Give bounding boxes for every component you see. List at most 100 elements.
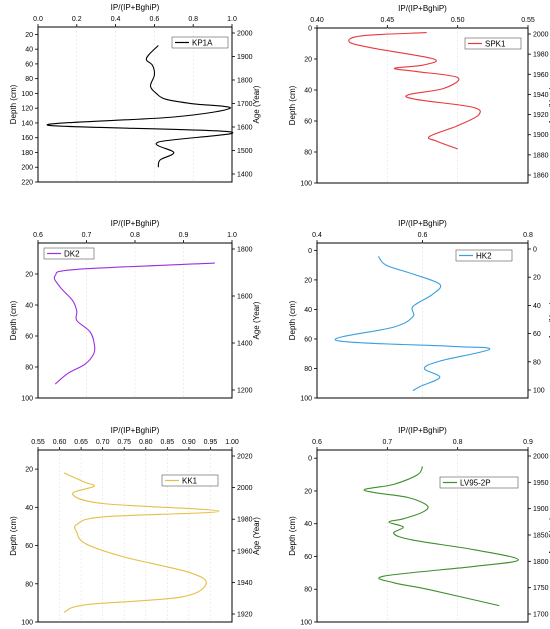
x-axis-title: IP/(IP+BghiP) [398,426,447,435]
age-tick-label: 2000 [533,32,549,39]
y-tick-label: 60 [25,543,33,550]
x-axis-title: IP/(IP+BghiP) [111,219,160,228]
x-axis-title: IP/(IP+BghiP) [398,219,447,228]
legend-box [161,474,219,487]
series-line [363,466,519,607]
age-tick-label: 1880 [533,152,549,159]
plot-frame [37,449,233,623]
age-tick-label: 2000 [237,31,253,38]
x-tick-label: 0.55 [521,17,535,24]
age-tick-label: 1400 [237,341,253,348]
age-tick-label: 1940 [237,580,253,587]
age-tick-label: 2000 [237,485,253,492]
age-axis-title: Age (Year) [548,301,550,339]
age-tick-label: 1600 [237,294,253,301]
x-tick-label: 0.80 [139,439,153,446]
age-axis-title: Age (Year) [548,86,550,124]
panel-spk1: 0.40 0.45 0.50 0.55 IP/(IP+BghiP) 0 20 40 60 80 10… [288,4,550,188]
age-tick-label: 1900 [237,54,253,61]
x-tick-label: 0.60 [53,439,67,446]
y-tick-label: 80 [304,366,312,373]
age-tick-label: 1860 [533,173,549,180]
x-tick-label: 0.4 [111,16,121,23]
x-tick-label: 0.8 [453,439,463,446]
age-axis-title: Age (Year) [252,301,261,339]
x-tick-label: 0.6 [150,16,160,23]
x-tick-label: 0.7 [82,232,92,239]
age-tick-label: 20 [533,275,541,282]
x-tick-label: 1.00 [225,439,239,446]
plot-frame [37,26,233,183]
x-tick-label: 0.8 [188,16,198,23]
age-tick-label: 80 [533,359,541,366]
x-tick-label: 0.45 [381,17,395,24]
x-tick-label: 0.90 [182,439,196,446]
age-tick-label: 1900 [533,132,549,139]
y-tick-label: 0 [308,248,312,255]
age-tick-label: 1920 [237,612,253,619]
series-line [46,45,234,168]
age-tick-label: 1800 [533,559,549,566]
y-tick-label: 100 [300,396,312,403]
y-tick-label: 80 [25,76,33,83]
y-tick-label: 160 [21,135,33,142]
age-tick-label: 1500 [237,148,253,155]
y-tick-label: 40 [25,303,33,310]
x-tick-label: 0.8 [130,232,140,239]
legend-box [43,247,95,260]
y-tick-label: 0 [308,456,312,463]
x-tick-label: 0.2 [72,16,82,23]
legend-label: KP1A [192,39,213,48]
y-tick-label: 80 [304,587,312,594]
x-tick-label: 0.6 [312,439,322,446]
y-tick-label: 40 [25,47,33,54]
x-tick-label: 0.40 [310,17,324,24]
y-tick-label: 200 [21,165,33,172]
x-tick-label: 0.95 [204,439,218,446]
age-tick-label: 100 [533,388,545,395]
x-tick-label: 0.6 [418,232,428,239]
legend-box [464,37,522,50]
age-tick-label: 2020 [237,454,253,461]
y-tick-label: 120 [21,106,33,113]
y-tick-label: 40 [304,307,312,314]
y-tick-label: 40 [304,521,312,528]
panel-hk2: 0.4 0.6 0.8 IP/(IP+BghiP) 0 20 40 60 80 100 Depth … [288,219,550,403]
y-axis-title: Depth (cm) [9,84,18,124]
y-axis-title: Depth (cm) [288,300,297,340]
series-line [63,472,220,613]
y-tick-label: 20 [304,488,312,495]
x-tick-label: 0.70 [96,439,110,446]
x-axis-title: IP/(IP+BghiP) [111,3,160,12]
age-tick-label: 1600 [237,125,253,132]
y-tick-label: 60 [304,119,312,126]
x-tick-label: 0.4 [312,232,322,239]
y-tick-label: 60 [25,61,33,68]
x-axis-title: IP/(IP+BghiP) [111,426,160,435]
y-tick-label: 100 [300,620,312,627]
legend-box [439,476,519,489]
y-tick-label: 0 [308,26,312,33]
age-tick-label: 1800 [237,78,253,85]
y-tick-label: 60 [304,554,312,561]
x-tick-label: 0.0 [33,16,43,23]
age-tick-label: 1980 [237,517,253,524]
age-tick-label: 2000 [533,454,549,461]
y-tick-label: 220 [21,180,33,187]
age-tick-label: 1980 [533,52,549,59]
x-tick-label: 0.85 [161,439,175,446]
x-tick-label: 0.9 [179,232,189,239]
series-line [53,262,215,385]
y-tick-label: 20 [25,272,33,279]
y-tick-label: 20 [304,57,312,64]
age-tick-label: 1940 [533,92,549,99]
panel-kp1a: 0.0 0.2 0.4 0.6 0.8 1.0 IP/(IP+BghiP) 20 40 60 80 1… [9,3,261,187]
y-tick-label: 100 [21,620,33,627]
plot-frame [316,27,529,184]
legend-label: SPK1 [485,40,506,49]
x-tick-label: 0.8 [523,232,533,239]
series-line [334,255,491,392]
panel-dk2: 0.6 0.7 0.8 0.9 1.0 IP/(IP+BghiP) 20 40 60 80 100 D… [9,219,261,403]
legend-label: DK2 [64,250,80,259]
